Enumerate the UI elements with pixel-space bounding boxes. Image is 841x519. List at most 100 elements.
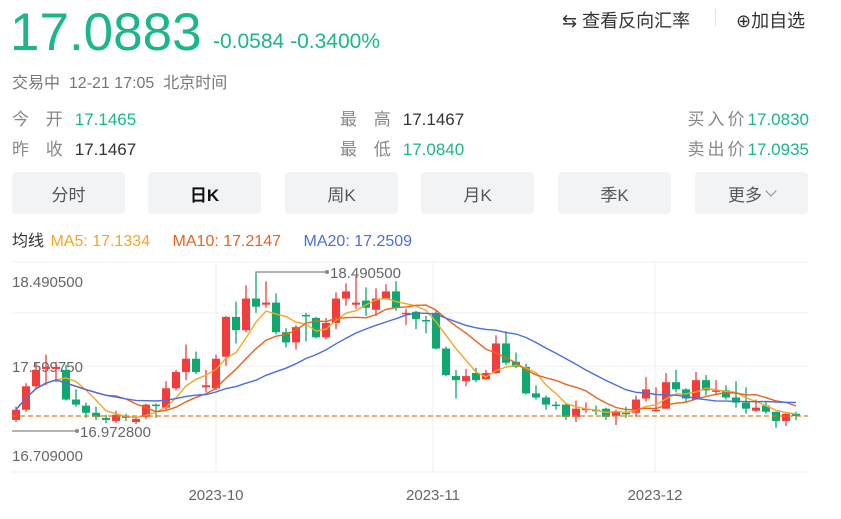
stat-value: 17.1467 xyxy=(402,110,465,129)
candle-body xyxy=(672,382,680,390)
ma20-value: MA20: 17.2509 xyxy=(303,233,413,250)
candle xyxy=(312,316,320,339)
candle xyxy=(652,387,660,412)
candle xyxy=(372,288,380,316)
candle xyxy=(782,413,790,427)
candle xyxy=(432,310,440,350)
stat-value: 17.1467 xyxy=(74,140,137,159)
min-marker-dot xyxy=(75,429,79,433)
candle-body xyxy=(532,393,540,398)
candle xyxy=(482,369,490,381)
candle-body xyxy=(332,298,340,324)
candle xyxy=(522,363,530,395)
candle xyxy=(342,283,350,306)
candle-body xyxy=(222,316,230,357)
candle-body xyxy=(302,314,310,317)
candle-body xyxy=(422,319,430,322)
candle xyxy=(462,368,470,387)
stat-prev-close: 昨 收 17.1467 xyxy=(12,135,136,160)
candle-body xyxy=(172,371,180,389)
candle xyxy=(502,331,510,365)
candle-body xyxy=(12,409,20,420)
status-timezone: 北京时间 xyxy=(163,75,228,92)
candle-body xyxy=(412,311,420,319)
candle-body xyxy=(492,343,500,374)
plus-circle-icon: ⊕ xyxy=(736,11,752,31)
candle xyxy=(192,351,200,375)
price-change: -0.0584 -0.3400% xyxy=(213,30,380,54)
candle-body xyxy=(242,298,250,331)
trading-status: 交易中 12-21 17:05 北京时间 xyxy=(12,69,227,93)
ma-legend-label: 均线 xyxy=(12,233,45,250)
tab-weekly-k[interactable]: 周K xyxy=(285,172,398,214)
reverse-rate-button[interactable]: ⇆ 查看反向汇率 xyxy=(562,7,690,33)
candle-body xyxy=(522,366,530,394)
candle-body xyxy=(252,298,260,307)
candle-body xyxy=(212,358,220,389)
candle-body xyxy=(752,407,760,411)
candle xyxy=(202,369,210,393)
candle-body xyxy=(402,312,410,315)
candle xyxy=(632,395,640,417)
tab-monthly-k[interactable]: 月K xyxy=(421,172,534,214)
candle-body xyxy=(32,369,40,387)
swap-arrows-icon: ⇆ xyxy=(562,11,578,31)
candle-body xyxy=(72,399,80,405)
candle xyxy=(232,301,240,344)
candle-body xyxy=(342,291,350,299)
candle-body xyxy=(102,417,110,420)
candle-body xyxy=(482,373,490,380)
candle-body xyxy=(742,402,750,409)
candle-body xyxy=(112,414,120,421)
candle-body xyxy=(372,298,380,310)
candle-body xyxy=(82,405,90,413)
candle xyxy=(422,315,430,334)
candle-body xyxy=(262,302,270,305)
stat-value: 17.0840 xyxy=(402,140,465,159)
y-tick-label: 18.490500 xyxy=(12,274,83,291)
candle-body xyxy=(322,323,330,338)
ma5-line xyxy=(15,297,797,419)
add-watchlist-button[interactable]: ⊕加自选 xyxy=(736,7,805,33)
stat-label: 最 低 xyxy=(340,140,397,159)
status-state: 交易中 xyxy=(12,75,61,92)
tab-intraday[interactable]: 分时 xyxy=(12,172,125,214)
candle xyxy=(102,414,110,423)
candle-body xyxy=(392,291,400,308)
status-datetime: 12-21 17:05 xyxy=(68,75,155,92)
change-percent: -0.3400% xyxy=(290,30,380,53)
stat-value: 17.1465 xyxy=(74,110,137,129)
candle xyxy=(352,276,360,309)
candle-body xyxy=(472,373,480,381)
candle xyxy=(542,395,550,410)
tab-more[interactable]: 更多 xyxy=(695,172,808,214)
candle-body xyxy=(552,404,560,407)
candle xyxy=(762,401,770,414)
candle xyxy=(742,387,750,414)
candle xyxy=(452,369,460,399)
candlestick-chart[interactable]: 2023-10 2023-11 2023-1218.49050017.5997501… xyxy=(0,255,841,519)
stat-high: 最 高 17.1467 xyxy=(340,105,464,130)
chevron-down-icon xyxy=(765,185,777,197)
candle-body xyxy=(562,404,570,417)
stat-value: 17.0935 xyxy=(747,140,809,159)
candle xyxy=(712,380,720,395)
candle xyxy=(602,407,610,420)
tab-quarterly-k[interactable]: 季K xyxy=(558,172,671,214)
tab-daily-k[interactable]: 日K xyxy=(148,172,261,214)
tab-label: 更多 xyxy=(728,185,762,205)
candle xyxy=(292,325,300,350)
candle xyxy=(252,273,260,313)
candle-body xyxy=(462,376,470,382)
stat-label: 最 高 xyxy=(340,110,397,129)
candle-body xyxy=(382,291,390,299)
max-marker-label: 18.490500 xyxy=(330,265,401,282)
candle-body xyxy=(542,397,550,405)
candle-body xyxy=(652,409,660,412)
candle-body xyxy=(572,408,580,417)
ma-legend: 均线 MA5: 17.1334 MA10: 17.2147 MA20: 17.2… xyxy=(12,227,412,251)
candle xyxy=(402,308,410,326)
candle xyxy=(112,410,120,423)
candle xyxy=(162,381,170,410)
stat-bid: 买入价17.0830 xyxy=(688,105,809,130)
